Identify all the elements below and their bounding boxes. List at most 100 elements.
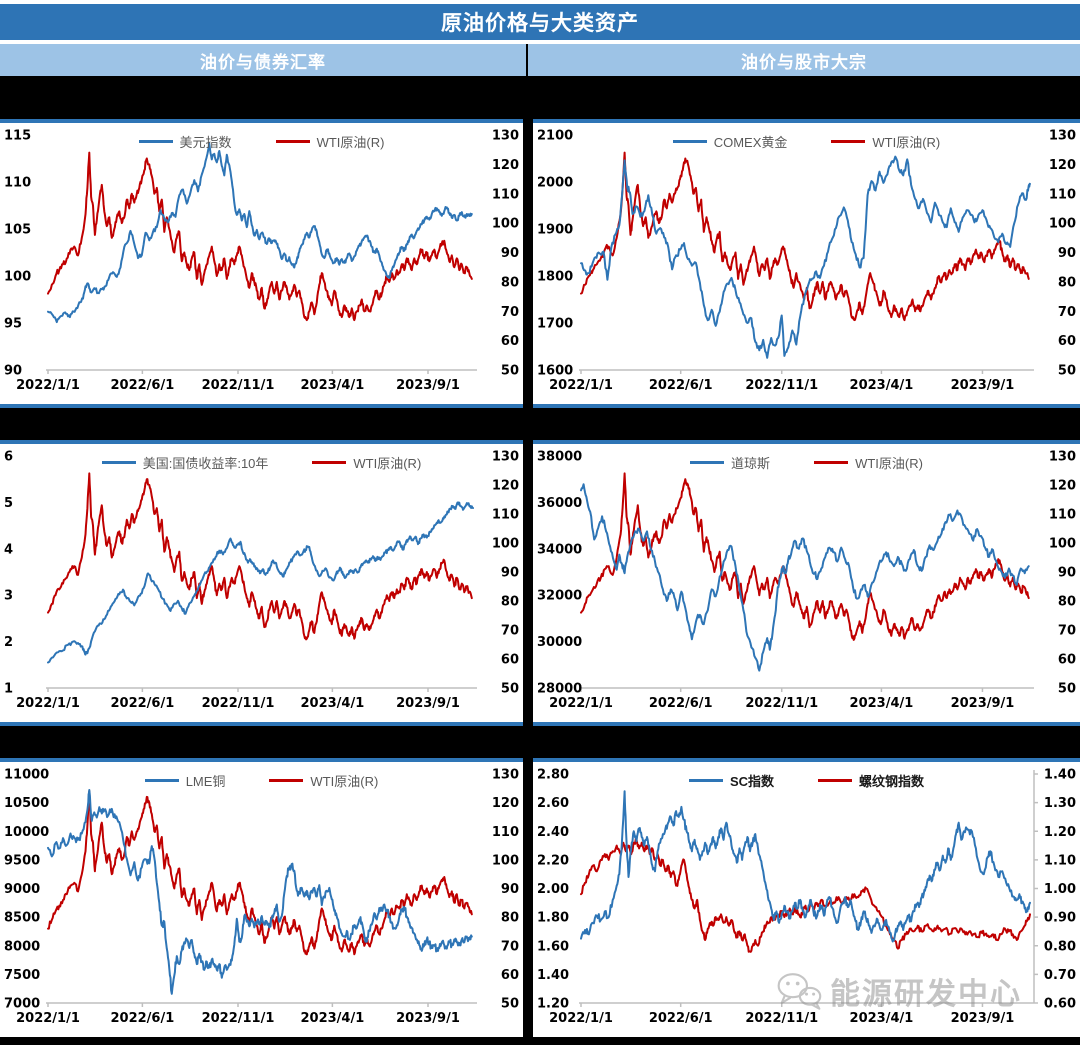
- right-tick-label: 0.80: [1044, 939, 1076, 954]
- right-tick-label: 120: [492, 158, 519, 173]
- chart-plot-dow-wti: 2022/1/1 2022/6/1 2022/11/1 2023/4/1 2023/9/…: [537, 450, 1076, 712]
- left-tick-label: 8000: [4, 939, 40, 954]
- x-tick-label: 2022/11/1: [745, 378, 818, 393]
- right-tick-label: 50: [501, 682, 519, 697]
- separator-blue-line: [0, 440, 1080, 444]
- x-tick-label: 2023/9/1: [951, 696, 1015, 711]
- right-tick-label: 70: [1058, 305, 1076, 320]
- series-line-red-dow-wti: [580, 472, 1030, 641]
- left-tick-label: 11000: [4, 768, 49, 783]
- right-tick-label: 90: [501, 882, 519, 897]
- right-tick-label: 1.10: [1044, 853, 1076, 868]
- right-tick-label: 80: [501, 911, 519, 926]
- x-tick-label: 2022/6/1: [110, 378, 174, 393]
- right-tick-label: 100: [492, 853, 519, 868]
- left-tick-label: 105: [4, 223, 31, 238]
- column-divider: [523, 76, 533, 1045]
- chart-row-1: 2022/1/1 2022/6/1 2022/11/1 2023/4/1 2023/9/…: [0, 123, 1080, 404]
- x-tick-label: 2023/9/1: [396, 378, 460, 393]
- right-axis-labels: 130 120 110 100 90 80 70 60 50: [1049, 450, 1076, 697]
- left-tick-label: 1900: [537, 223, 573, 238]
- x-axis: 2022/1/1 2022/6/1 2022/11/1 2023/4/1 2023/9/…: [16, 687, 477, 711]
- chart-plot-usd-wti: 2022/1/1 2022/6/1 2022/11/1 2023/4/1 2023/9/…: [4, 129, 519, 394]
- series-line-blue-lme-copper-wti: [47, 789, 473, 995]
- left-tick-label: 36000: [537, 496, 582, 511]
- separator-blue-line: [0, 758, 1080, 762]
- x-tick-label: 2023/4/1: [300, 696, 364, 711]
- x-axis: 2022/1/1 2022/6/1 2022/11/1 2023/4/1 2023/9/…: [549, 1002, 1034, 1026]
- right-axis-labels: 130 120 110 100 90 80 70 60 50: [492, 129, 519, 379]
- separator-band-bottom: [0, 1037, 1080, 1045]
- x-tick-label: 2023/4/1: [850, 696, 914, 711]
- left-tick-label: 100: [4, 270, 31, 285]
- x-tick-label: 2022/6/1: [649, 1011, 713, 1026]
- left-axis-labels: 6 5 4 3 2 1: [4, 450, 13, 697]
- x-tick-label: 2022/1/1: [16, 378, 80, 393]
- left-tick-label: 2.80: [537, 768, 569, 783]
- left-tick-label: 30000: [537, 635, 582, 650]
- right-tick-label: 130: [492, 450, 519, 465]
- x-tick-label: 2022/6/1: [649, 696, 713, 711]
- top-margin: [0, 0, 1080, 4]
- right-tick-label: 130: [1049, 129, 1076, 144]
- left-tick-label: 1600: [537, 364, 573, 379]
- x-axis: 2022/1/1 2022/6/1 2022/11/1 2023/4/1 2023/9/…: [16, 369, 477, 393]
- left-tick-label: 1.40: [537, 968, 569, 983]
- right-tick-label: 100: [1049, 537, 1076, 552]
- right-tick-label: 130: [492, 129, 519, 144]
- right-tick-label: 70: [1058, 624, 1076, 639]
- x-tick-label: 2022/6/1: [110, 696, 174, 711]
- x-axis: 2022/1/1 2022/6/1 2022/11/1 2023/4/1 2023/9/…: [549, 687, 1034, 711]
- left-tick-label: 90: [4, 364, 22, 379]
- x-tick-label: 2023/4/1: [300, 378, 364, 393]
- series-line-blue-dow-wti: [580, 483, 1030, 672]
- left-axis-labels: 2100 2000 1900 1800 1700 1600: [537, 129, 573, 379]
- series-line-red-lme-copper-wti: [47, 790, 473, 956]
- left-tick-label: 2.20: [537, 853, 569, 868]
- left-tick-label: 1: [4, 682, 13, 697]
- x-tick-label: 2022/11/1: [745, 1011, 818, 1026]
- x-tick-label: 2023/9/1: [951, 1011, 1015, 1026]
- right-tick-label: 80: [1058, 275, 1076, 290]
- left-tick-label: 2: [4, 635, 13, 650]
- right-tick-label: 70: [501, 939, 519, 954]
- x-tick-label: 2023/9/1: [396, 1011, 460, 1026]
- right-tick-label: 1.40: [1044, 768, 1076, 783]
- right-tick-label: 60: [501, 653, 519, 668]
- right-tick-label: 110: [1049, 508, 1076, 523]
- right-tick-label: 60: [501, 334, 519, 349]
- left-axis-labels: 2.80 2.60 2.40 2.20 2.00 1.80 1.60 1.40 1.20: [537, 768, 569, 1012]
- series-line-blue-usd-wti: [47, 142, 473, 324]
- left-tick-label: 7500: [4, 968, 40, 983]
- right-tick-label: 90: [501, 246, 519, 261]
- left-tick-label: 32000: [537, 589, 582, 604]
- left-tick-label: 10000: [4, 825, 49, 840]
- section-header-row: 油价与债券汇率 油价与股市大宗: [0, 44, 1080, 76]
- left-tick-label: 95: [4, 317, 22, 332]
- right-axis-labels: 130 120 110 100 90 80 70 60 50: [492, 450, 519, 697]
- right-tick-label: 100: [492, 217, 519, 232]
- left-axis-labels: 115 110 105 100 95 90: [4, 129, 31, 379]
- chart-cell-usd-wti: 2022/1/1 2022/6/1 2022/11/1 2023/4/1 2023/9/…: [0, 123, 523, 404]
- left-tick-label: 2100: [537, 129, 573, 144]
- chart-plot-sc-rebar: 2022/1/1 2022/6/1 2022/11/1 2023/4/1 2023/9/…: [537, 768, 1076, 1027]
- separator-band-top: [0, 76, 1080, 119]
- right-tick-label: 0.70: [1044, 968, 1076, 983]
- section-header-right: 油价与股市大宗: [528, 44, 1080, 76]
- right-tick-label: 50: [1058, 682, 1076, 697]
- left-tick-label: 3: [4, 589, 13, 604]
- left-tick-label: 28000: [537, 682, 582, 697]
- right-tick-label: 80: [501, 275, 519, 290]
- chart-plot-gold-wti: 2022/1/1 2022/6/1 2022/11/1 2023/4/1 2023/9/…: [537, 129, 1076, 394]
- chart-cell-sc-rebar: 能源研发中心 2022/1/1 2022/6/1 2022/11/1 2023/4/1…: [533, 762, 1080, 1037]
- right-tick-label: 80: [1058, 595, 1076, 610]
- right-axis-labels: 130 120 110 100 90 80 70 60 50: [492, 768, 519, 1012]
- column-divider-thin: [526, 44, 528, 76]
- x-tick-label: 2023/4/1: [850, 378, 914, 393]
- series-line-red-ust10y-wti: [47, 472, 473, 641]
- right-axis-labels: 1.40 1.30 1.20 1.10 1.00 0.90 0.80 0.70 0.60: [1033, 768, 1076, 1012]
- x-tick-label: 2022/6/1: [110, 1011, 174, 1026]
- right-tick-label: 110: [492, 508, 519, 523]
- chart-cell-ust10y-wti: 2022/1/1 2022/6/1 2022/11/1 2023/4/1 2023/9/…: [0, 444, 523, 722]
